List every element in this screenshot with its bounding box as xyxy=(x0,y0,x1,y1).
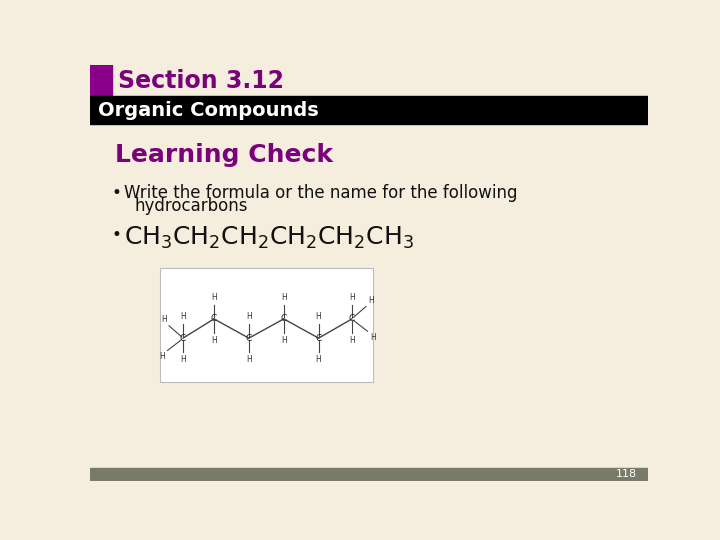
Text: C: C xyxy=(281,314,287,323)
Text: H: H xyxy=(368,296,374,305)
Text: Learning Check: Learning Check xyxy=(114,143,333,167)
Bar xyxy=(90,65,112,96)
Text: H: H xyxy=(246,355,252,364)
Text: C: C xyxy=(348,314,355,323)
Text: C: C xyxy=(211,314,217,323)
Text: H: H xyxy=(316,355,322,364)
Text: H: H xyxy=(211,336,217,345)
Text: •: • xyxy=(112,226,122,245)
Text: H: H xyxy=(180,355,186,364)
Text: H: H xyxy=(349,336,355,345)
Text: $\mathdefault{CH_3CH_2CH_2CH_2CH_2CH_3}$: $\mathdefault{CH_3CH_2CH_2CH_2CH_2CH_3}$ xyxy=(124,225,414,251)
Text: C: C xyxy=(246,334,252,343)
Text: H: H xyxy=(180,312,186,321)
Text: 118: 118 xyxy=(616,469,637,480)
Text: H: H xyxy=(281,293,287,302)
Text: H: H xyxy=(316,312,322,321)
Text: H: H xyxy=(349,293,355,302)
Text: Organic Compounds: Organic Compounds xyxy=(98,101,318,120)
Text: Section 3.12: Section 3.12 xyxy=(118,69,284,93)
FancyBboxPatch shape xyxy=(160,268,373,382)
Text: C: C xyxy=(180,334,186,343)
Text: C: C xyxy=(315,334,322,343)
Text: H: H xyxy=(161,315,167,325)
Text: H: H xyxy=(159,352,165,361)
Text: Write the formula or the name for the following: Write the formula or the name for the fo… xyxy=(124,184,518,202)
Text: H: H xyxy=(370,333,376,342)
Text: •: • xyxy=(112,184,122,202)
Bar xyxy=(90,96,648,124)
Bar xyxy=(90,468,648,481)
Text: H: H xyxy=(246,312,252,321)
Text: H: H xyxy=(211,293,217,302)
Text: hydrocarbons: hydrocarbons xyxy=(135,197,248,215)
Text: H: H xyxy=(281,336,287,345)
